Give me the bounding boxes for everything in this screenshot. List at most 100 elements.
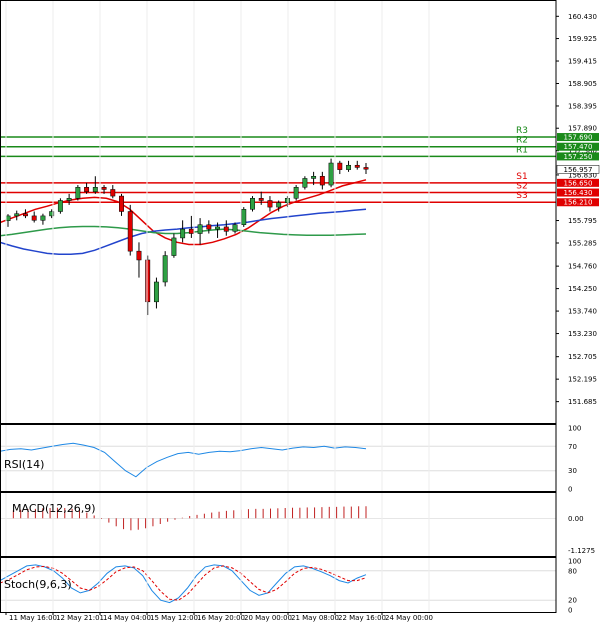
level-price-label: 157.470 — [564, 143, 593, 151]
candle — [31, 211, 37, 223]
time-tick-label: 22 May 16:00 — [338, 614, 386, 622]
candle — [110, 185, 116, 199]
candle-body — [162, 255, 168, 283]
price-tick-label: 155.795 — [568, 217, 597, 225]
stoch-tick-label: 0 — [568, 607, 572, 615]
candle — [206, 220, 212, 234]
candle-body — [31, 215, 37, 221]
candle — [75, 185, 81, 201]
candle — [293, 185, 299, 201]
time-tick-label: 20 May 00:00 — [244, 614, 292, 622]
level-price-label: 156.650 — [564, 179, 593, 187]
price-tick-label: 153.740 — [568, 308, 597, 316]
candle-body — [311, 176, 317, 179]
candle — [119, 193, 124, 216]
candle-body — [284, 198, 290, 203]
candle-body — [241, 209, 247, 225]
price-tick-label: 156.830 — [568, 171, 597, 179]
price-tick-label: 157.890 — [568, 125, 597, 133]
candle-body — [267, 200, 273, 208]
candle — [66, 193, 72, 205]
current-price-box — [556, 165, 600, 174]
stoch-label: Stoch(9,6,3) — [4, 578, 72, 591]
candle — [180, 220, 186, 243]
candle-body — [23, 213, 28, 217]
candle — [215, 222, 221, 238]
candle — [250, 196, 255, 212]
time-tick-label: 15 May 12:00 — [150, 614, 198, 622]
panel-frame — [0, 557, 557, 613]
level-name: R2 — [516, 136, 528, 146]
macd-label: MACD(12,26,9) — [12, 502, 96, 515]
level-price-label: 157.250 — [564, 153, 593, 161]
price-tick-label: 152.195 — [568, 376, 597, 384]
price-tick-label: 158.395 — [568, 102, 597, 110]
level-price-label: 157.690 — [564, 134, 593, 142]
price-tick-label: 157.380 — [568, 147, 597, 155]
rsi-tick-label: 100 — [568, 425, 581, 433]
candle — [101, 185, 107, 194]
stoch-tick-label: 20 — [568, 597, 577, 605]
candle-body — [206, 224, 212, 230]
time-tick-label: 14 May 04:00 — [103, 614, 151, 622]
stoch-tick-label: 80 — [568, 567, 577, 575]
price-tick-label: 152.705 — [568, 353, 597, 361]
candle-body — [276, 202, 282, 208]
candle-body — [354, 164, 360, 168]
candle — [276, 200, 282, 212]
candle — [223, 220, 229, 236]
candle-body — [363, 167, 369, 170]
level-name: R1 — [516, 145, 528, 155]
candle — [232, 222, 238, 234]
candle — [171, 233, 177, 258]
candle — [145, 255, 151, 316]
price-tick-label: 160.430 — [568, 13, 597, 21]
candle-body — [197, 224, 203, 234]
time-tick-label: 16 May 20:00 — [197, 614, 245, 622]
candle-body — [14, 213, 20, 217]
panel-frame — [0, 0, 557, 424]
candle — [40, 213, 46, 225]
candle — [136, 242, 142, 278]
time-tick-label: 21 May 08:00 — [291, 614, 339, 622]
candle-body — [40, 215, 46, 221]
candle — [197, 218, 203, 245]
candle-body — [223, 226, 229, 232]
level-price-box — [557, 178, 599, 187]
candle — [92, 176, 98, 194]
candle-body — [75, 187, 81, 199]
price-tick-label: 154.250 — [568, 285, 597, 293]
level-price-label: 156.210 — [564, 199, 593, 207]
candle — [84, 182, 90, 194]
candle-body — [171, 237, 177, 256]
price-tick-label: 153.230 — [568, 330, 597, 338]
candle-body — [188, 228, 194, 234]
price-tick-label: 158.905 — [568, 80, 597, 88]
time-tick-label: 11 May 16:00 — [9, 614, 57, 622]
current-price-label: 156.957 — [564, 166, 593, 174]
stoch-k-line — [0, 564, 367, 604]
candle — [284, 196, 290, 208]
level-price-label: 156.430 — [564, 189, 593, 197]
candle-body — [250, 198, 255, 210]
rsi-label: RSI(14) — [4, 458, 44, 471]
candle — [337, 160, 343, 175]
stoch-tick-label: 100 — [568, 558, 581, 566]
candle-body — [337, 162, 343, 170]
candle — [302, 176, 308, 190]
panel-frame — [0, 424, 557, 492]
candle — [14, 210, 20, 221]
macd-tick-label: 0.00 — [568, 515, 584, 523]
candle — [363, 163, 369, 175]
candle-body — [319, 176, 325, 186]
level-price-box — [557, 133, 599, 142]
price-tick-label: 159.415 — [568, 58, 597, 66]
candle-body — [110, 189, 116, 197]
candle-body — [119, 195, 124, 212]
level-price-box — [557, 198, 599, 207]
time-tick-label: 24 May 00:00 — [385, 614, 433, 622]
candle — [258, 191, 264, 205]
level-name: S2 — [516, 182, 527, 192]
rsi-tick-label: 70 — [568, 443, 577, 451]
